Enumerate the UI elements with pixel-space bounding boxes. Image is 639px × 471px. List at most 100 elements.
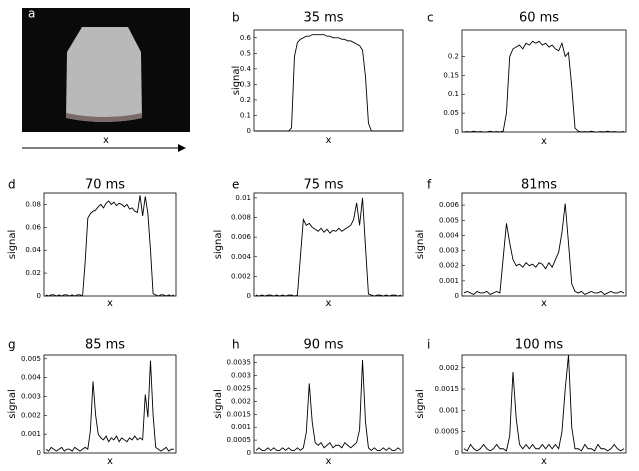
panel-label: b: [232, 11, 240, 25]
y-tick-label: 0.0035: [227, 359, 252, 367]
signal-line: [45, 360, 174, 452]
chart-title: 81ms: [521, 178, 557, 193]
y-tick-label: 0.08: [25, 200, 41, 208]
y-tick-label: 0.0005: [227, 436, 252, 444]
panel-label: c: [427, 11, 434, 25]
y-tick-label: 0.004: [21, 374, 42, 382]
y-tick-label: 0.001: [231, 423, 251, 431]
y-axis-label: signal: [7, 230, 18, 260]
x-arrow-head: [178, 144, 186, 152]
y-tick-label: 0.0015: [227, 410, 252, 418]
plot-frame: [253, 29, 404, 132]
y-tick-label: 0.0025: [227, 385, 252, 393]
plot-frame: [461, 354, 627, 454]
signal-line: [255, 197, 402, 297]
plot-frame: [43, 192, 177, 297]
y-axis-label: signal: [231, 66, 242, 96]
x-axis-label: x: [541, 136, 547, 147]
panel-label: g: [8, 338, 16, 352]
plot-frame: [461, 29, 627, 133]
y-tick-label: 0: [247, 292, 251, 300]
chart-title: 90 ms: [303, 338, 343, 353]
panel-label: h: [232, 338, 240, 352]
signal-line: [463, 354, 625, 452]
panel-label: a: [28, 7, 35, 21]
y-axis-label: signal: [213, 389, 224, 419]
y-tick-label: 0: [37, 292, 41, 300]
y-tick-label: 0.002: [439, 364, 459, 372]
y-tick-label: 0.4: [240, 65, 252, 73]
panel-label: e: [232, 178, 239, 192]
y-tick-label: 0.006: [231, 233, 252, 241]
sample-shape: [66, 27, 142, 122]
y-tick-label: 0.002: [231, 397, 251, 405]
plot-frame: [461, 192, 627, 297]
signal-line: [463, 203, 625, 296]
signal-line: [45, 195, 175, 297]
y-tick-label: 0.0005: [435, 428, 460, 436]
chart-title: 35 ms: [303, 11, 343, 26]
chart-title: 60 ms: [519, 11, 559, 26]
chart-title: 85 ms: [85, 338, 125, 353]
signal-line: [256, 34, 401, 132]
y-tick-label: 0.005: [21, 355, 41, 363]
y-tick-label: 0.05: [443, 109, 459, 117]
y-tick-label: 0: [455, 449, 459, 457]
plot-frame: [253, 354, 404, 454]
x-axis-label: x: [541, 298, 547, 309]
y-tick-label: 0: [455, 292, 459, 300]
y-axis-label: signal: [213, 230, 224, 260]
y-tick-label: 0: [247, 449, 251, 457]
y-tick-label: 0.15: [443, 71, 459, 79]
y-axis-label: signal: [7, 389, 18, 419]
y-tick-label: 0.002: [439, 262, 459, 270]
y-tick-label: 0.04: [25, 246, 41, 254]
y-tick-label: 0.001: [439, 406, 459, 414]
y-tick-label: 0.1: [240, 111, 251, 119]
x-axis-label: x: [326, 298, 332, 309]
y-tick-label: 0: [247, 127, 251, 135]
y-tick-label: 0.2: [240, 96, 251, 104]
chart-title: 100 ms: [515, 338, 564, 353]
panel-label: f: [427, 178, 432, 192]
plot-frame: [253, 192, 404, 297]
y-tick-label: 0.2: [448, 52, 459, 60]
y-tick-label: 0.003: [231, 372, 251, 380]
y-tick-label: 0: [37, 449, 41, 457]
x-axis-label: x: [107, 456, 113, 467]
y-tick-label: 0.01: [235, 194, 251, 202]
panel-label: i: [427, 338, 430, 352]
y-tick-label: 0: [455, 128, 459, 136]
y-tick-label: 0.006: [439, 201, 460, 209]
y-tick-label: 0.002: [231, 272, 251, 280]
x-axis-label: x: [103, 135, 109, 146]
x-axis-label: x: [541, 456, 547, 467]
y-tick-label: 0.008: [231, 214, 251, 222]
signal-line: [255, 360, 402, 452]
y-axis-label: signal: [415, 230, 426, 260]
chart-title: 70 ms: [85, 178, 125, 193]
x-axis-label: x: [107, 298, 113, 309]
panel-label: d: [8, 178, 16, 192]
x-axis-label: x: [326, 135, 332, 146]
plot-frame: [43, 354, 177, 454]
y-tick-label: 0.06: [25, 223, 41, 231]
x-axis-label: x: [326, 456, 332, 467]
y-tick-label: 0.02: [25, 269, 41, 277]
y-tick-label: 0.004: [439, 231, 460, 239]
y-tick-label: 0.3: [240, 80, 251, 88]
signal-line: [463, 40, 625, 133]
y-tick-label: 0.0015: [435, 385, 460, 393]
y-tick-label: 0.005: [439, 216, 459, 224]
y-axis-label: signal: [415, 389, 426, 419]
y-tick-label: 0.5: [240, 49, 251, 57]
y-tick-label: 0.6: [240, 34, 252, 42]
y-tick-label: 0.004: [231, 253, 252, 261]
chart-title: 75 ms: [303, 178, 343, 193]
y-tick-label: 0.1: [448, 90, 459, 98]
y-tick-label: 0.003: [21, 392, 41, 400]
sample-edge: [66, 113, 142, 122]
y-tick-label: 0.003: [439, 247, 459, 255]
y-tick-label: 0.002: [21, 411, 41, 419]
